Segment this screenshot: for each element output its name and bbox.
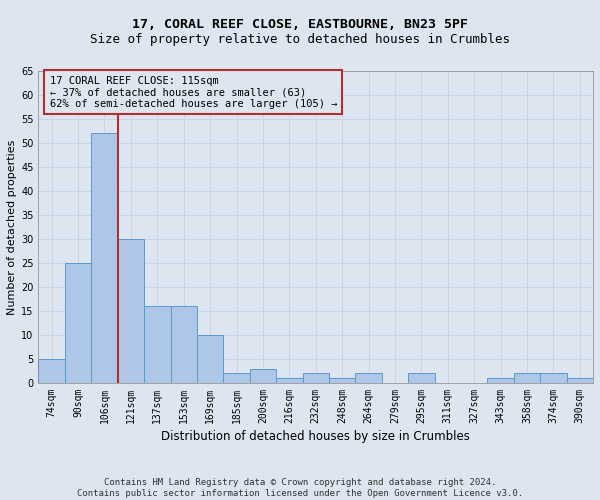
- Text: Size of property relative to detached houses in Crumbles: Size of property relative to detached ho…: [90, 32, 510, 46]
- Bar: [170, 306, 197, 383]
- Bar: [329, 378, 355, 383]
- Bar: [197, 335, 223, 383]
- Bar: [118, 239, 144, 383]
- Bar: [276, 378, 302, 383]
- Bar: [144, 306, 170, 383]
- Text: 17, CORAL REEF CLOSE, EASTBOURNE, BN23 5PF: 17, CORAL REEF CLOSE, EASTBOURNE, BN23 5…: [132, 18, 468, 30]
- Bar: [408, 374, 434, 383]
- Bar: [250, 368, 276, 383]
- Bar: [566, 378, 593, 383]
- Bar: [355, 374, 382, 383]
- Text: Contains HM Land Registry data © Crown copyright and database right 2024.
Contai: Contains HM Land Registry data © Crown c…: [77, 478, 523, 498]
- Bar: [65, 263, 91, 383]
- Bar: [91, 134, 118, 383]
- Bar: [540, 374, 566, 383]
- Bar: [487, 378, 514, 383]
- X-axis label: Distribution of detached houses by size in Crumbles: Distribution of detached houses by size …: [161, 430, 470, 443]
- Bar: [514, 374, 540, 383]
- Text: 17 CORAL REEF CLOSE: 115sqm
← 37% of detached houses are smaller (63)
62% of sem: 17 CORAL REEF CLOSE: 115sqm ← 37% of det…: [50, 76, 337, 109]
- Y-axis label: Number of detached properties: Number of detached properties: [7, 140, 17, 314]
- Bar: [223, 374, 250, 383]
- Bar: [302, 374, 329, 383]
- Bar: [38, 359, 65, 383]
